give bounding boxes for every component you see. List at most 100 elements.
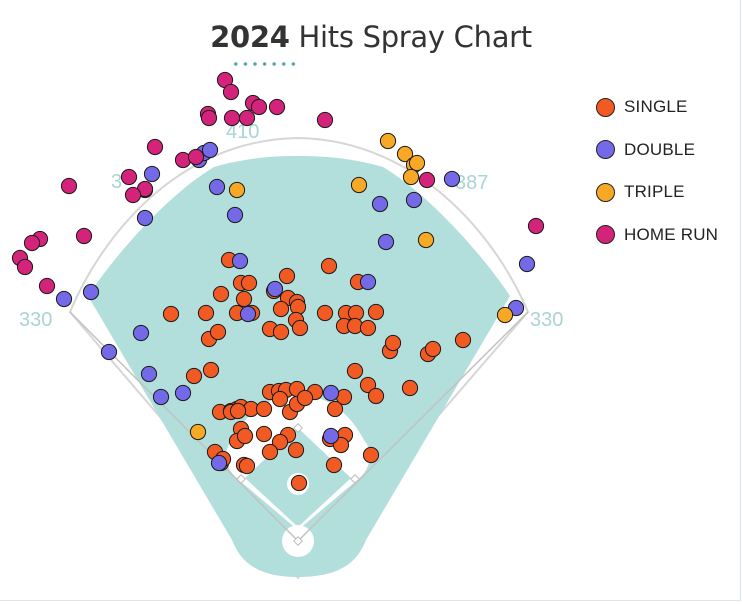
home-run-point-22	[16, 258, 34, 276]
single-point-57	[326, 400, 344, 418]
single-point-7	[235, 290, 253, 308]
legend-item-home-run: HOME RUN	[596, 214, 718, 257]
home-run-point-17	[75, 227, 93, 245]
home-run-point-1	[222, 83, 240, 101]
single-point-3	[278, 267, 296, 285]
single-point-12	[197, 304, 215, 322]
single-point-55	[296, 389, 314, 407]
legend-item-double: DOUBLE	[596, 129, 718, 172]
double-point-3	[143, 165, 161, 183]
single-point-22	[209, 323, 227, 341]
double-point-5	[208, 178, 226, 196]
single-point-15	[272, 300, 290, 318]
fence-label-left-center: 3	[111, 171, 122, 193]
home-run-point-9	[316, 111, 334, 129]
single-point-20	[367, 303, 385, 321]
home-plate	[293, 536, 303, 546]
right-foul-line	[297, 311, 529, 542]
home-run-point-24	[527, 217, 545, 235]
double-point-7	[136, 209, 154, 227]
fence-label-center: 410	[226, 121, 259, 143]
single-point-59	[229, 402, 247, 420]
single-point-76	[325, 456, 343, 474]
legend-label-double: DOUBLE	[624, 139, 696, 159]
single-point-6	[212, 285, 230, 303]
single-point-62	[236, 427, 254, 445]
single-point-34	[454, 331, 472, 349]
single-point-71	[238, 457, 256, 475]
home-run-point-16	[60, 177, 78, 195]
home-run-point-4	[268, 98, 286, 116]
single-point-31	[384, 334, 402, 352]
double-point-16	[82, 283, 100, 301]
home-run-point-23	[418, 171, 436, 189]
double-point-2	[201, 141, 219, 159]
outfield-grass	[88, 156, 510, 577]
home-run-point-19	[23, 234, 41, 252]
hit-points	[11, 71, 545, 492]
home-run-point-3	[250, 98, 268, 116]
double-point-26	[322, 427, 340, 445]
double-point-18	[132, 324, 150, 342]
legend-item-single: SINGLE	[596, 86, 718, 129]
triple-point-7	[417, 231, 435, 249]
chart-title-year: 2024	[210, 20, 290, 54]
legend-label-triple: TRIPLE	[624, 182, 685, 202]
double-point-12	[231, 252, 249, 270]
fence-label-right-line: 330	[530, 309, 563, 331]
single-point-66	[287, 441, 305, 459]
single-point-35	[185, 367, 203, 385]
home-run-point-13	[120, 168, 138, 186]
single-point-4	[320, 257, 338, 275]
single-point-51	[255, 400, 273, 418]
legend-swatch-single	[596, 97, 615, 117]
double-point-13	[359, 273, 377, 291]
double-point-19	[100, 343, 118, 361]
double-point-6	[226, 206, 244, 224]
double-point-15	[239, 305, 257, 323]
fence-labels: 330 3 410 387 330	[19, 121, 563, 331]
double-point-20	[140, 365, 158, 383]
home-run-point-12	[187, 148, 205, 166]
triple-point-9	[189, 423, 207, 441]
triple-point-3	[408, 154, 426, 172]
double-point-25	[322, 384, 340, 402]
fence-label-right-center: 387	[455, 172, 488, 194]
single-point-43	[359, 376, 377, 394]
field-outer-outline	[68, 136, 530, 580]
triple-point-0	[379, 132, 397, 150]
double-point-23	[518, 255, 536, 273]
double-point-17	[55, 290, 73, 308]
single-point-11	[162, 305, 180, 323]
home-run-point-5	[238, 109, 256, 127]
double-point-10	[443, 170, 461, 188]
home-run-point-8	[200, 109, 218, 127]
single-point-33	[424, 340, 442, 358]
triple-point-5	[350, 176, 368, 194]
third-base	[236, 474, 246, 484]
legend-swatch-double	[596, 140, 615, 160]
legend-label-single: SINGLE	[624, 97, 688, 117]
single-point-77	[290, 474, 308, 492]
second-base	[293, 423, 303, 433]
single-point-29	[359, 319, 377, 337]
title-underline-dots	[231, 62, 301, 66]
single-point-36	[202, 361, 220, 379]
chart-title: 2024 Hits Spray Chart	[0, 20, 742, 54]
double-point-22	[174, 384, 192, 402]
single-point-63	[255, 425, 273, 443]
single-point-75	[362, 446, 380, 464]
triple-point-6	[228, 181, 246, 199]
single-point-78	[261, 443, 279, 461]
single-point-52	[271, 390, 289, 408]
home-run-point-20	[38, 277, 56, 295]
single-point-45	[401, 379, 419, 397]
double-point-8	[371, 195, 389, 213]
double-point-11	[377, 233, 395, 251]
single-point-26	[291, 319, 309, 337]
double-point-27	[210, 454, 228, 472]
first-base	[350, 474, 360, 484]
home-run-point-10	[146, 138, 164, 156]
triple-point-1	[396, 145, 414, 163]
